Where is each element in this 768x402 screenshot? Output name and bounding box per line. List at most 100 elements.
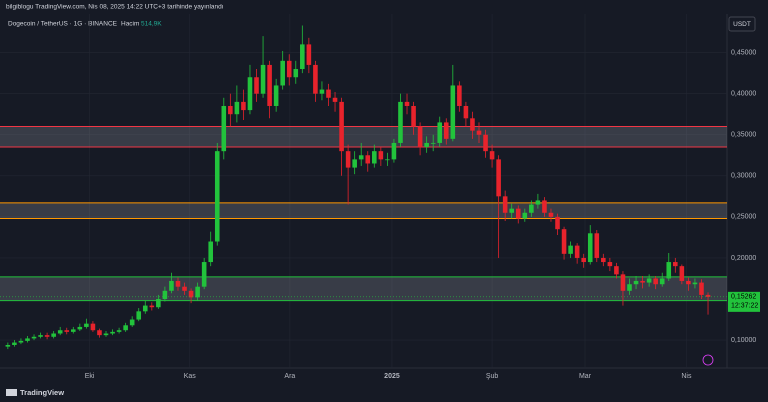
candle-body — [195, 286, 200, 298]
candle-body — [620, 274, 626, 291]
candle-body — [424, 142, 429, 148]
zone — [0, 202, 727, 219]
candle-body — [273, 85, 279, 106]
candle-body — [326, 89, 331, 98]
x-tick-label: Ara — [284, 373, 295, 380]
candle-body — [247, 77, 253, 111]
y-tick-label: 0,10000 — [731, 337, 756, 344]
candle-body — [201, 262, 207, 287]
x-tick-label: Şub — [486, 373, 499, 380]
candle-body — [496, 159, 501, 197]
candle-body — [607, 262, 613, 267]
candle-body — [44, 335, 50, 337]
candle-body — [555, 216, 560, 230]
candle-body — [293, 69, 299, 78]
candle-body — [260, 64, 266, 94]
candle-body — [77, 326, 83, 330]
zone — [0, 276, 727, 301]
currency: USDT — [733, 21, 751, 28]
candle-body — [568, 245, 573, 254]
candle-body — [705, 294, 711, 297]
currency-box[interactable] — [728, 16, 756, 32]
candle-body — [339, 101, 344, 152]
last-price-box — [728, 291, 760, 312]
candle-body — [70, 329, 76, 332]
candle-body — [116, 330, 122, 332]
candle-body — [529, 204, 534, 213]
candle-body — [450, 85, 456, 139]
candle-body — [97, 330, 102, 336]
candle-body — [699, 282, 704, 295]
candle-body — [522, 212, 528, 219]
candle-body — [123, 325, 128, 331]
zone — [0, 126, 727, 148]
flash-icon[interactable] — [702, 354, 714, 366]
candle-body — [385, 159, 390, 161]
brand-logo — [6, 389, 17, 396]
candle-body — [535, 200, 541, 205]
countdown: 12:37:22 — [731, 303, 758, 310]
candle-body — [476, 130, 482, 135]
candle-body — [352, 159, 357, 168]
volume-label: Hacim — [121, 21, 139, 28]
candle-body — [633, 280, 639, 285]
x-tick-label: Eki — [85, 373, 95, 380]
candle-body — [398, 101, 403, 143]
candle-body — [594, 233, 600, 258]
brand: TradingView — [20, 388, 64, 397]
y-tick-label: 0,20000 — [731, 255, 756, 262]
candle-body — [103, 333, 109, 336]
candle-body — [300, 44, 305, 70]
candle-body — [463, 105, 469, 119]
candle-body — [175, 280, 181, 287]
candle-body — [470, 118, 475, 131]
candle-body — [378, 151, 384, 160]
candle-body — [417, 126, 423, 148]
candle-body — [12, 342, 17, 346]
candle-body — [319, 89, 325, 94]
candle-body — [659, 278, 665, 285]
candle-body — [542, 200, 547, 213]
candle-body — [182, 286, 187, 291]
candle-body — [286, 60, 292, 78]
candle-body — [332, 97, 338, 102]
candle-body — [306, 44, 312, 65]
candle-body — [437, 122, 443, 143]
x-tick-label: Nis — [681, 373, 692, 380]
candle-body — [136, 311, 142, 320]
candle-body — [640, 280, 645, 283]
candle-body — [31, 336, 37, 339]
candle-body — [169, 280, 174, 291]
candle-body — [372, 151, 377, 164]
symbol: Dogecoin / TetherUS · 1G · BINANCE — [8, 21, 118, 28]
candle-body — [38, 335, 43, 337]
y-tick-label: 0,25000 — [731, 214, 756, 221]
candle-body — [430, 142, 436, 144]
candle-body — [51, 333, 56, 337]
candle-body — [267, 64, 272, 106]
candle-body — [601, 257, 606, 263]
candle-body — [509, 208, 515, 213]
candle-body — [156, 299, 161, 308]
candle-body — [587, 233, 593, 263]
published-note: bilgiblogu TradingView.com, Nis 08, 2025… — [6, 4, 224, 11]
candle-body — [345, 151, 351, 168]
candle-body — [581, 257, 586, 263]
candle-body — [221, 105, 227, 152]
candle-body — [208, 241, 213, 263]
candle-body — [5, 345, 11, 347]
x-tick-label: Kas — [184, 373, 197, 380]
candle-body — [254, 77, 259, 94]
candle-body — [483, 134, 488, 152]
candle-body — [142, 305, 148, 312]
candle-body — [280, 60, 285, 86]
candle-body — [25, 338, 30, 341]
candle-body — [686, 280, 691, 285]
x-tick-label: Mar — [579, 373, 592, 380]
candle-body — [548, 212, 554, 217]
candle-body — [149, 305, 155, 308]
candle-body — [614, 266, 619, 275]
candle-body — [692, 282, 698, 285]
candle-body — [18, 340, 24, 343]
candle-body — [443, 122, 449, 139]
